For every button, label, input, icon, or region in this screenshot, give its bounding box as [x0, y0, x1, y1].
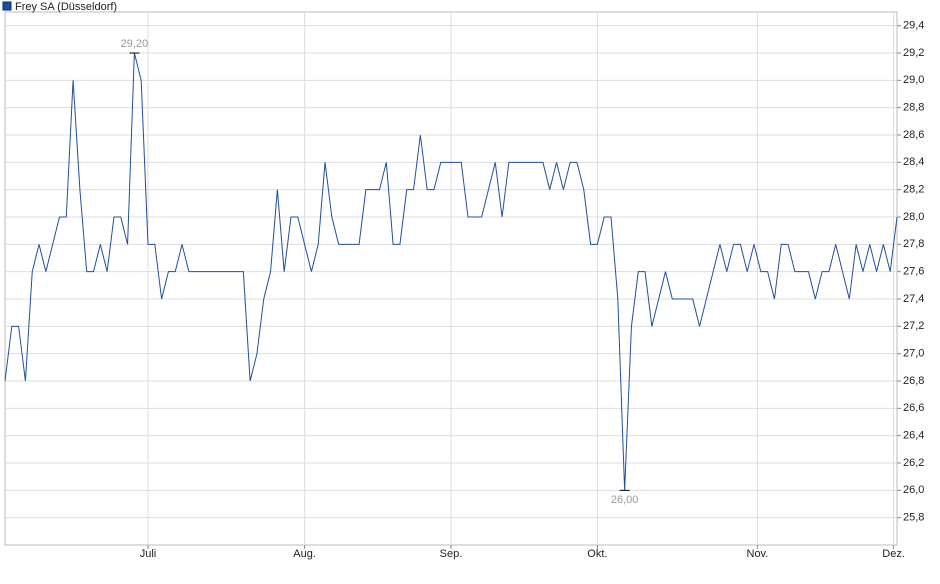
y-tick-label: 25,8 [903, 512, 924, 524]
data-line [4, 52, 898, 491]
y-tick-label: 26,0 [903, 484, 924, 496]
y-tick-label: 28,4 [903, 156, 924, 168]
x-tick-label: Dez. [882, 548, 905, 560]
legend-label: Frey SA (Düsseldorf) [15, 1, 117, 13]
y-tick-label: 29,4 [903, 20, 924, 32]
y-tick-label: 26,6 [903, 402, 924, 414]
legend-swatch [2, 1, 12, 11]
x-tick-label: Nov. [747, 548, 769, 560]
annotation-label: 29,20 [121, 38, 149, 50]
y-tick-label: 28,2 [903, 184, 924, 196]
y-tick-label: 28,6 [903, 129, 924, 141]
x-tick-label: Okt. [587, 548, 607, 560]
y-tick-label: 27,2 [903, 320, 924, 332]
y-tick-label: 26,2 [903, 457, 924, 469]
y-tick-label: 27,0 [903, 348, 924, 360]
y-tick-label: 27,6 [903, 266, 924, 278]
x-tick-label: Juli [140, 548, 157, 560]
annotation-label: 26,00 [611, 494, 639, 506]
y-tick-label: 26,4 [903, 430, 924, 442]
y-tick-label: 28,0 [903, 211, 924, 223]
y-tick-label: 29,0 [903, 74, 924, 86]
y-tick-label: 26,8 [903, 375, 924, 387]
y-tick-label: 29,2 [903, 47, 924, 59]
x-tick-label: Aug. [293, 548, 316, 560]
y-tick-label: 28,8 [903, 102, 924, 114]
y-tick-label: 27,4 [903, 293, 924, 305]
x-tick-label: Sep. [440, 548, 463, 560]
y-tick-label: 27,8 [903, 238, 924, 250]
